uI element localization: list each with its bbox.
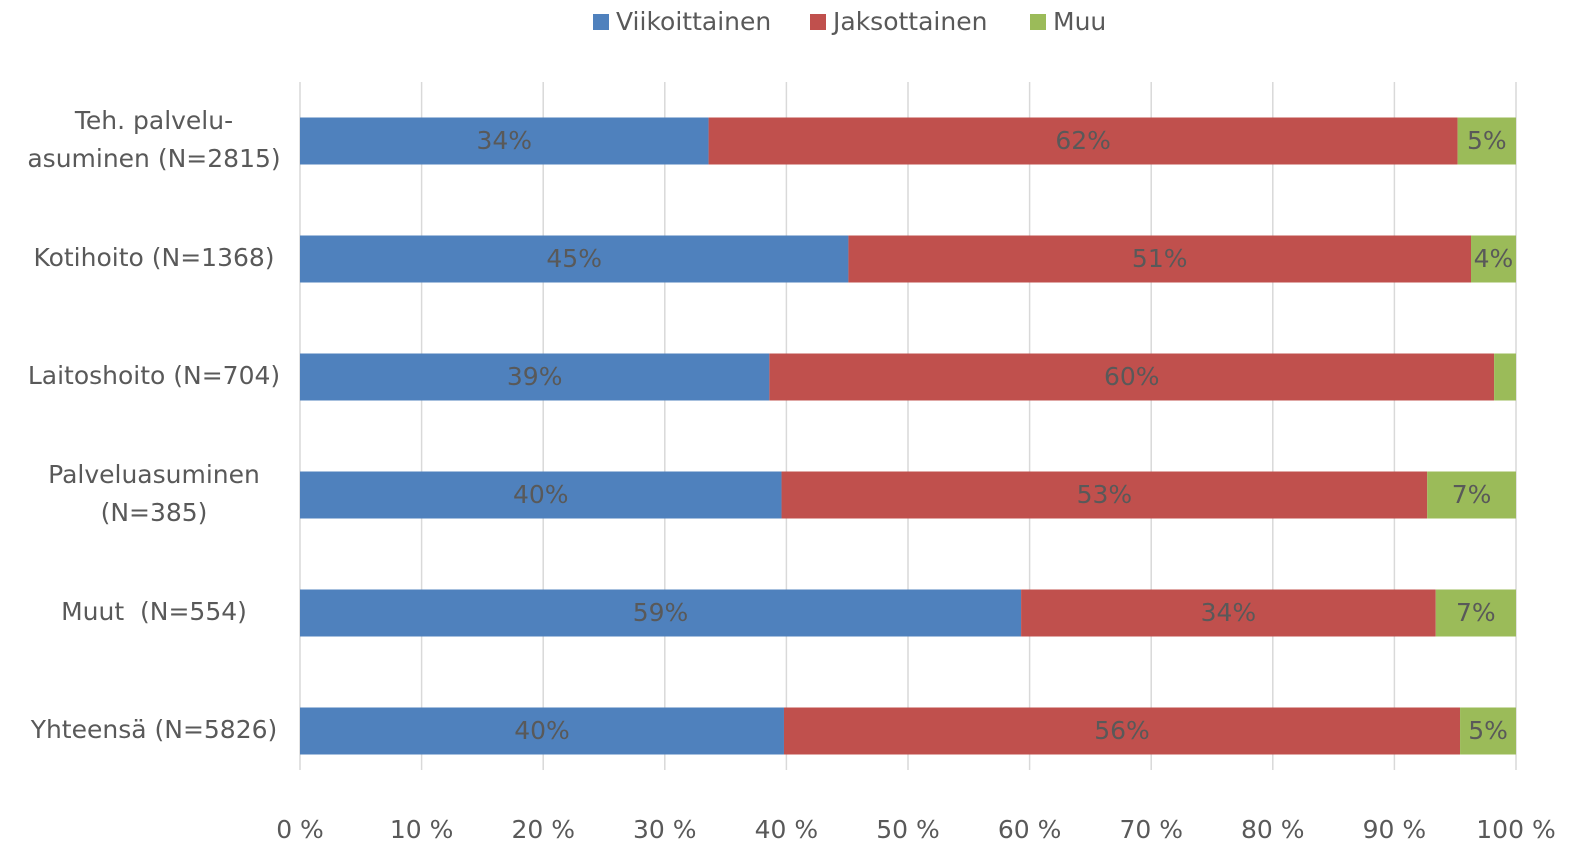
- data-label: 59%: [633, 598, 689, 627]
- bar-segment: [1460, 707, 1516, 755]
- legend-label: Viikoittainen: [616, 7, 771, 36]
- data-label: 40%: [513, 480, 569, 509]
- data-label: 60%: [1104, 362, 1160, 391]
- data-label: 62%: [1055, 126, 1111, 155]
- x-tick-label: 10 %: [390, 815, 454, 844]
- bar-segment: [1457, 117, 1516, 165]
- y-tick-label: Laitoshoito (N=704): [28, 361, 280, 390]
- x-tick-label: 60 %: [998, 815, 1062, 844]
- bar-segment: [300, 707, 784, 755]
- y-tick-label: Kotihoito (N=1368): [33, 243, 274, 272]
- legend-swatch: [593, 14, 609, 30]
- x-tick-label: 30 %: [633, 815, 697, 844]
- data-label: 7%: [1452, 480, 1492, 509]
- x-tick-label: 70 %: [1119, 815, 1183, 844]
- x-tick-label: 80 %: [1241, 815, 1305, 844]
- data-label: 45%: [546, 244, 602, 273]
- data-label: 7%: [1456, 598, 1496, 627]
- x-tick-label: 0 %: [276, 815, 324, 844]
- bar-segment: [708, 117, 1458, 165]
- bar-segment: [1494, 353, 1516, 401]
- bar-segment: [1427, 471, 1516, 519]
- y-tick-label: Palveluasuminen (N=385): [48, 460, 260, 527]
- data-label: 40%: [514, 716, 570, 745]
- x-tick-label: 20 %: [511, 815, 575, 844]
- legend-label: Muu: [1053, 7, 1106, 36]
- bar-segment: [1471, 235, 1516, 283]
- bar-segment: [769, 353, 1495, 401]
- data-label: 5%: [1468, 716, 1508, 745]
- legend-swatch: [810, 14, 826, 30]
- bar-segment: [300, 353, 770, 401]
- data-label: 39%: [507, 362, 563, 391]
- bar-segment: [300, 235, 849, 283]
- data-label: 56%: [1094, 716, 1150, 745]
- bar-segment: [300, 589, 1022, 637]
- data-label: 51%: [1132, 244, 1188, 273]
- x-tick-label: 100 %: [1476, 815, 1555, 844]
- bar-segment: [300, 471, 782, 519]
- y-tick-label: Teh. palvelu-asuminen (N=2815): [27, 106, 280, 173]
- x-tick-label: 50 %: [876, 815, 940, 844]
- legend-label: Jaksottainen: [831, 7, 987, 36]
- bar-segment: [1435, 589, 1516, 637]
- bar-segment: [1021, 589, 1436, 637]
- x-tick-label: 90 %: [1363, 815, 1427, 844]
- bar-segment: [300, 117, 709, 165]
- x-tick-label: 40 %: [755, 815, 819, 844]
- data-label: 34%: [476, 126, 532, 155]
- legend-swatch: [1030, 14, 1046, 30]
- y-tick-label: Yhteensä (N=5826): [30, 715, 278, 744]
- data-label: 5%: [1467, 126, 1507, 155]
- y-tick-label: Muut (N=554): [61, 597, 247, 626]
- bar-segment: [783, 707, 1461, 755]
- bar-segment: [848, 235, 1472, 283]
- bar-segment: [781, 471, 1428, 519]
- data-label: 34%: [1201, 598, 1257, 627]
- data-label: 53%: [1077, 480, 1133, 509]
- data-label: 4%: [1474, 244, 1514, 273]
